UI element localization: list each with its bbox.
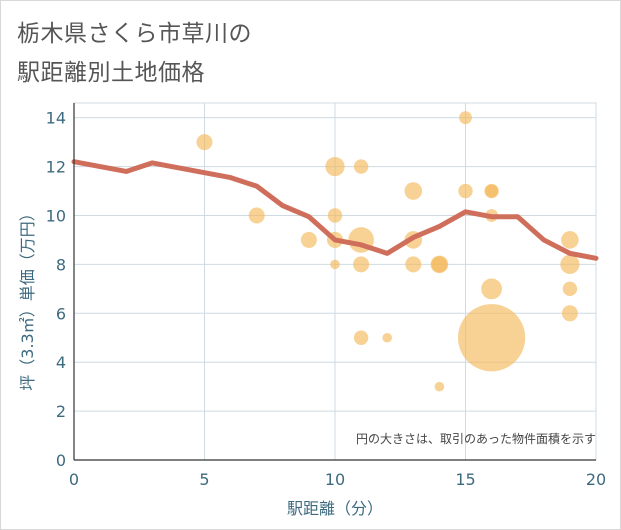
chart-title-line-2: 駅距離別土地価格 <box>17 60 205 86</box>
x-axis-label: 駅距離（分） <box>287 499 383 518</box>
y-tick-label: 6 <box>56 304 66 323</box>
bubble-point <box>458 183 473 199</box>
bubble-point <box>404 182 423 200</box>
bubble-point <box>330 259 340 270</box>
bubble-point <box>561 305 578 322</box>
bubble-point <box>353 330 369 345</box>
trend-line <box>71 159 599 261</box>
x-tick-label: 0 <box>69 470 79 489</box>
bubble-point <box>481 278 502 300</box>
bubble-point <box>459 111 472 125</box>
bubbles <box>196 111 580 392</box>
x-tick-label: 15 <box>455 470 475 489</box>
y-tick-label: 0 <box>56 451 66 470</box>
bubble-point <box>300 231 317 248</box>
y-tick-label: 14 <box>46 109 66 128</box>
grid <box>73 102 597 461</box>
bubble-point <box>248 207 265 224</box>
bubble-size-note: 円の大きさは、取引のあった物件面積を示す <box>356 431 596 446</box>
chart-title-line-1: 栃木県さくら市草川の <box>17 21 252 47</box>
y-tick-label: 4 <box>56 353 66 372</box>
bubble-point <box>325 156 345 177</box>
bubble-point <box>485 184 498 198</box>
x-tick-label: 10 <box>325 470 345 489</box>
axes: 0 2 4 6 8 10 12 14 0 5 10 15 20 <box>46 103 606 489</box>
bubble-point <box>405 256 422 273</box>
y-tick-label: 10 <box>46 206 66 225</box>
bubble-point <box>196 134 213 151</box>
bubble-point <box>327 208 343 223</box>
bubble-point <box>353 159 369 174</box>
trend-line-group <box>71 159 599 261</box>
bubble-point <box>562 281 578 297</box>
bubble-point <box>434 381 445 392</box>
bubble-point <box>353 256 370 273</box>
bubble-point <box>431 256 448 273</box>
x-tick-label: 5 <box>199 470 209 489</box>
bubble-point <box>458 304 526 372</box>
x-tick-label: 20 <box>586 470 606 489</box>
y-tick-label: 12 <box>46 158 66 177</box>
y-tick-label: 8 <box>56 255 66 274</box>
y-axis-label: 坪（3.3㎡）単価（万円） <box>18 205 37 390</box>
bubble-point <box>561 231 579 249</box>
bubble-point <box>382 332 393 343</box>
y-tick-label: 2 <box>56 402 66 421</box>
bubble-point <box>560 254 580 274</box>
